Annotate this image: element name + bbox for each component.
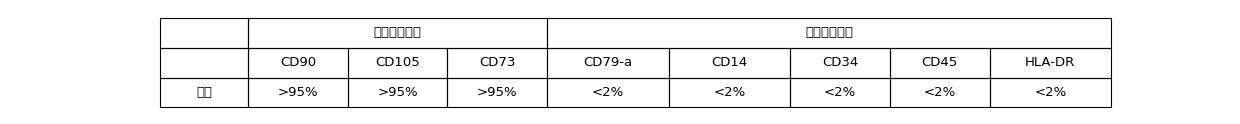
Bar <box>547 48 668 78</box>
Text: CD79-a: CD79-a <box>583 56 632 69</box>
Bar <box>668 48 790 78</box>
Bar <box>547 78 668 108</box>
Bar <box>160 18 248 48</box>
Bar <box>160 48 248 78</box>
Bar <box>668 78 790 108</box>
Text: >95%: >95% <box>278 86 319 99</box>
Text: CD45: CD45 <box>921 56 957 69</box>
Bar <box>448 78 547 108</box>
Bar <box>448 48 547 78</box>
Bar <box>990 48 1111 78</box>
Bar <box>990 78 1111 108</box>
Bar <box>248 48 348 78</box>
Bar <box>790 78 890 108</box>
Text: <2%: <2% <box>1034 86 1066 99</box>
Bar <box>547 18 1111 48</box>
Text: <2%: <2% <box>591 86 624 99</box>
Bar <box>890 48 990 78</box>
Text: CD90: CD90 <box>280 56 316 69</box>
Text: CD34: CD34 <box>822 56 858 69</box>
Text: CD105: CD105 <box>376 56 420 69</box>
Text: CD73: CD73 <box>479 56 516 69</box>
Text: >95%: >95% <box>377 86 418 99</box>
Text: <2%: <2% <box>713 86 745 99</box>
Bar <box>348 48 448 78</box>
Text: 结果: 结果 <box>196 86 212 99</box>
Text: CD14: CD14 <box>712 56 748 69</box>
Bar <box>790 48 890 78</box>
Text: 五个阴性指标: 五个阴性指标 <box>805 26 853 39</box>
Text: 三个阳性指标: 三个阳性指标 <box>373 26 422 39</box>
Bar <box>248 18 547 48</box>
Bar <box>160 78 248 108</box>
Bar <box>890 78 990 108</box>
Bar <box>248 78 348 108</box>
Text: HLA-DR: HLA-DR <box>1025 56 1075 69</box>
Bar <box>348 78 448 108</box>
Text: <2%: <2% <box>924 86 956 99</box>
Text: <2%: <2% <box>825 86 857 99</box>
Text: >95%: >95% <box>477 86 517 99</box>
